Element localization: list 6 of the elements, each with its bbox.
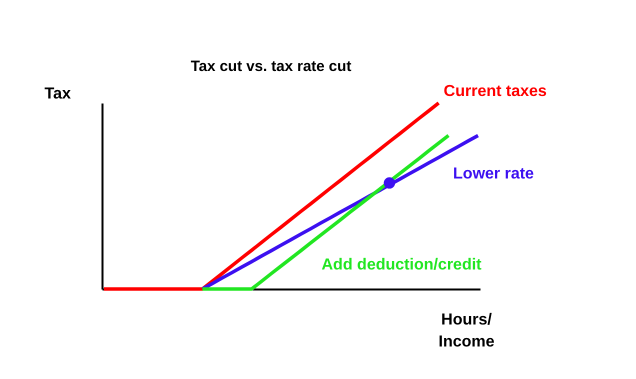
- series-label: Current taxes: [444, 83, 547, 100]
- series-label: Add deduction/credit: [322, 256, 482, 274]
- chart-title: Tax cut vs. tax rate cut: [190, 58, 352, 75]
- x-axis-title: Hours/ Income: [438, 312, 495, 350]
- series-label: Lower rate: [453, 166, 534, 183]
- y-axis-title: Tax: [44, 86, 71, 102]
